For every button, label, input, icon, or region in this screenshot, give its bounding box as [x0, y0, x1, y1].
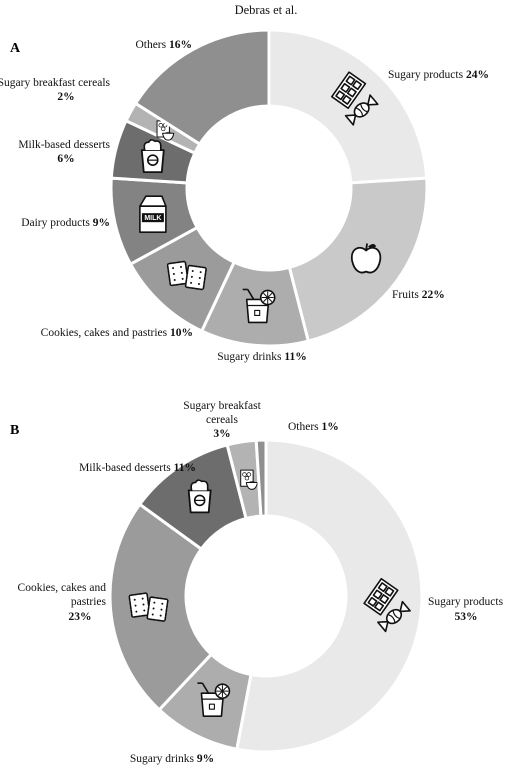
apple-icon: [350, 243, 382, 274]
drink-icon: [197, 682, 231, 717]
drink-icon: [242, 288, 276, 324]
slice-sugary-products: Sugary products 24%: [267, 28, 489, 185]
cereal-icon: [240, 469, 258, 490]
dessert-cup-icon: [187, 479, 212, 514]
label-sugary-breakfast-cereals-name: Sugary breakfast cereals: [0, 77, 111, 89]
candy-icon: [363, 577, 411, 633]
label-milk-based-desserts-value: 11%: [174, 462, 196, 474]
panel-label-b: B: [10, 423, 19, 438]
label-others: Others 1%: [288, 421, 339, 433]
slice-fruits: Fruits 22%: [287, 176, 445, 343]
slice-milk-based-desserts: Milk-based desserts 6%: [18, 118, 197, 185]
label-sugary-breakfast-cereals-value: 3%: [213, 428, 230, 440]
candy-icon: [331, 71, 379, 126]
slice-others: Others 16%: [133, 28, 271, 147]
label-sugary-breakfast-cereals-line-2: cereals: [206, 414, 238, 426]
label-sugary-drinks-value: 9%: [197, 753, 214, 765]
cookie-icon: [166, 260, 207, 291]
label-sugary-drinks: Sugary drinks 11%: [217, 351, 306, 363]
svg-text:MILK: MILK: [144, 215, 161, 222]
slice-sugary-drinks: Sugary drinks 11%: [199, 260, 311, 363]
label-sugary-breakfast-cereals-line-1: Sugary breakfast: [183, 400, 261, 412]
label-cookies-cakes-and-pastries-value: 23%: [69, 611, 92, 623]
slice-others: Others 1%: [254, 421, 339, 518]
donut-chart-b: B Sugary products 53% Sugary drinks 9% Cook…: [10, 400, 504, 765]
label-milk-based-desserts-value: 6%: [57, 153, 74, 165]
label-fruits-value: 22%: [422, 289, 445, 301]
label-sugary-products: Sugary products: [428, 596, 504, 608]
label-others-value: 16%: [169, 39, 192, 51]
label-sugary-drinks-name: Sugary drinks: [217, 351, 282, 363]
label-sugary-products-value: 24%: [466, 69, 489, 81]
cookie-icon: [128, 592, 169, 622]
label-cookies-cakes-and-pastries-name: Cookies, cakes and pastries: [41, 327, 168, 339]
slice-dairy-products: MILK Dairy products 9%: [21, 176, 200, 267]
label-sugary-products: Sugary products 24%: [388, 69, 489, 81]
label-others-name: Others: [135, 39, 166, 51]
panel-label-a: A: [10, 41, 21, 56]
label-milk-based-desserts-name: Milk-based desserts: [79, 462, 171, 474]
label-cookies-cakes-and-pastries-line-1: Cookies, cakes and: [18, 582, 107, 594]
label-milk-based-desserts: Milk-based desserts: [18, 139, 110, 151]
label-others: Others 16%: [135, 39, 192, 51]
label-fruits: Fruits 22%: [392, 289, 445, 301]
label-cookies-cakes-and-pastries-value: 10%: [170, 327, 193, 339]
label-cookies-cakes-and-pastries-line-2: pastries: [71, 596, 107, 608]
label-milk-based-desserts: Milk-based desserts 11%: [79, 462, 196, 474]
label-sugary-products-value: 53%: [455, 611, 478, 623]
slice-others-arc: [133, 28, 271, 147]
label-sugary-drinks-value: 11%: [284, 351, 306, 363]
milk-carton-icon: MILK: [139, 195, 167, 233]
donut-chart-a: A Sugary products 24% Fruits 22% Sugary dr…: [0, 28, 489, 363]
label-sugary-drinks-name: Sugary drinks: [130, 753, 195, 765]
label-dairy-products-name: Dairy products: [21, 217, 90, 229]
slice-others-arc: [254, 438, 268, 518]
label-sugary-drinks: Sugary drinks 9%: [130, 753, 214, 765]
label-sugary-products-name: Sugary products: [388, 69, 464, 81]
label-others-value: 1%: [322, 421, 339, 433]
label-sugary-breakfast-cereals: Sugary breakfast cereals: [0, 77, 111, 89]
label-dairy-products: Dairy products 9%: [21, 217, 110, 229]
label-sugary-breakfast-cereals-value: 2%: [57, 91, 74, 103]
slice-sugary-products: Sugary products 53%: [235, 438, 504, 754]
label-dairy-products-value: 9%: [93, 217, 110, 229]
label-cookies-cakes-and-pastries: Cookies, cakes and pastries 10%: [41, 327, 193, 339]
label-others-name: Others: [288, 421, 319, 433]
label-fruits-name: Fruits: [392, 289, 419, 301]
slice-sugary-breakfast-cereals: Sugary breakfastcerealsSugary breakfast …: [183, 400, 263, 521]
dessert-cup-icon: [140, 139, 165, 174]
slice-sugary-products-arc: [235, 438, 424, 754]
slice-cookies-cakes-and-pastries: Cookies, cakes andpastriesCookies, cakes…: [18, 502, 214, 712]
label-milk-based-desserts-name: Milk-based desserts: [18, 139, 110, 151]
label-sugary-products-name: Sugary products: [428, 596, 504, 608]
running-header: Debras et al.: [235, 3, 298, 17]
